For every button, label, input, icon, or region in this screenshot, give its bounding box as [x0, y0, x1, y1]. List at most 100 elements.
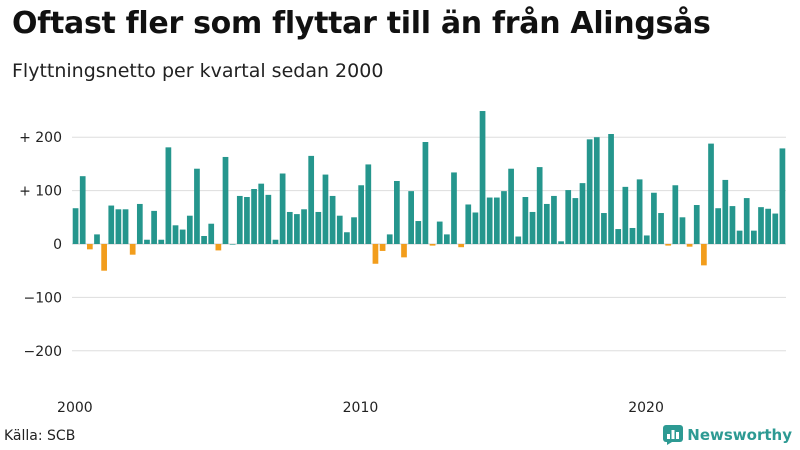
- bar: [386, 234, 393, 244]
- bar: [472, 212, 479, 244]
- bar: [215, 244, 222, 251]
- bar: [244, 197, 250, 244]
- bar: [308, 155, 315, 244]
- bar: [208, 223, 215, 244]
- bar: [101, 244, 107, 271]
- bar: [636, 179, 643, 244]
- bar: [765, 208, 771, 244]
- bar: [394, 180, 400, 244]
- x-tick-label: 2000: [57, 400, 93, 416]
- bar: [372, 244, 379, 264]
- bar: [586, 139, 593, 244]
- y-tick-label: 0: [53, 237, 62, 253]
- y-tick-label: + 200: [19, 130, 62, 146]
- x-axis-tick-labels: 2000 2010 2020: [57, 400, 664, 416]
- bar: [658, 213, 664, 244]
- grid-lines: [72, 136, 786, 352]
- bar: [229, 244, 236, 245]
- bar: [536, 167, 543, 244]
- bar: [572, 198, 579, 244]
- bar: [772, 213, 779, 244]
- bar: [265, 194, 272, 244]
- bar: [222, 156, 229, 244]
- y-tick-label: −200: [24, 344, 62, 360]
- bar: [108, 205, 115, 244]
- bar: [522, 197, 529, 244]
- bar: [622, 186, 629, 244]
- bar: [665, 244, 672, 246]
- bar: [615, 229, 622, 244]
- bar-chart: + 200 + 100 0 −100 −200 2000 2010 2020: [19, 111, 786, 416]
- bar: [358, 185, 365, 244]
- bar: [294, 214, 300, 244]
- bar: [186, 215, 193, 244]
- bar: [601, 213, 607, 244]
- bar: [429, 244, 436, 246]
- bar: [315, 211, 322, 244]
- bar: [729, 206, 736, 244]
- bar: [201, 235, 207, 244]
- bar: [336, 215, 343, 244]
- bar: [144, 239, 150, 244]
- bar: [158, 239, 165, 244]
- brand-name: Newsworthy: [687, 426, 792, 444]
- bar: [136, 203, 143, 244]
- bar: [736, 230, 743, 244]
- bar-chart-logo-icon: [663, 425, 684, 445]
- bar: [351, 217, 357, 244]
- bar: [672, 185, 679, 244]
- bar: [365, 164, 372, 244]
- bar: [172, 225, 179, 244]
- bar: [408, 191, 414, 244]
- bar: [179, 229, 186, 244]
- bar: [722, 179, 729, 244]
- bar: [129, 244, 136, 255]
- bar: [286, 211, 293, 244]
- bar: [443, 234, 450, 244]
- source-note: Källa: SCB: [4, 428, 76, 444]
- bar: [422, 142, 429, 244]
- bar: [493, 197, 500, 244]
- chart-title: Oftast fler som flyttar till än från Ali…: [12, 6, 711, 41]
- bar: [779, 148, 786, 244]
- bar: [751, 230, 757, 244]
- bar: [194, 168, 200, 244]
- bar: [415, 221, 422, 244]
- newsworthy-logo: Newsworthy: [663, 425, 792, 445]
- bar: [272, 239, 279, 244]
- bar: [708, 143, 714, 244]
- bar: [379, 244, 386, 251]
- bar: [686, 244, 693, 247]
- bar: [715, 208, 722, 244]
- bar: [301, 209, 307, 244]
- bar: [558, 241, 564, 244]
- bar: [458, 244, 464, 248]
- bar: [436, 221, 443, 244]
- bar: [451, 172, 457, 244]
- bar: [629, 227, 636, 244]
- bar: [701, 244, 707, 266]
- bar: [115, 209, 122, 244]
- bar: [344, 232, 350, 244]
- bar: [593, 137, 600, 244]
- bar: [565, 190, 572, 244]
- bar: [94, 234, 100, 244]
- bar: [501, 191, 507, 244]
- y-tick-label: −100: [24, 290, 62, 306]
- bar: [529, 211, 536, 244]
- bar: [322, 174, 329, 244]
- bar: [643, 235, 650, 244]
- bar: [579, 183, 586, 244]
- bar: [743, 198, 750, 244]
- bar: [72, 208, 79, 244]
- bar: [79, 176, 86, 244]
- bar: [401, 244, 407, 258]
- bar: [486, 197, 493, 244]
- bar: [758, 207, 764, 244]
- bar: [165, 147, 172, 244]
- chart-subtitle: Flyttningsnetto per kvartal sedan 2000: [12, 60, 384, 82]
- bar: [258, 183, 265, 244]
- bar: [122, 209, 129, 244]
- y-tick-label: + 100: [19, 184, 62, 200]
- y-axis-tick-labels: + 200 + 100 0 −100 −200: [19, 130, 62, 360]
